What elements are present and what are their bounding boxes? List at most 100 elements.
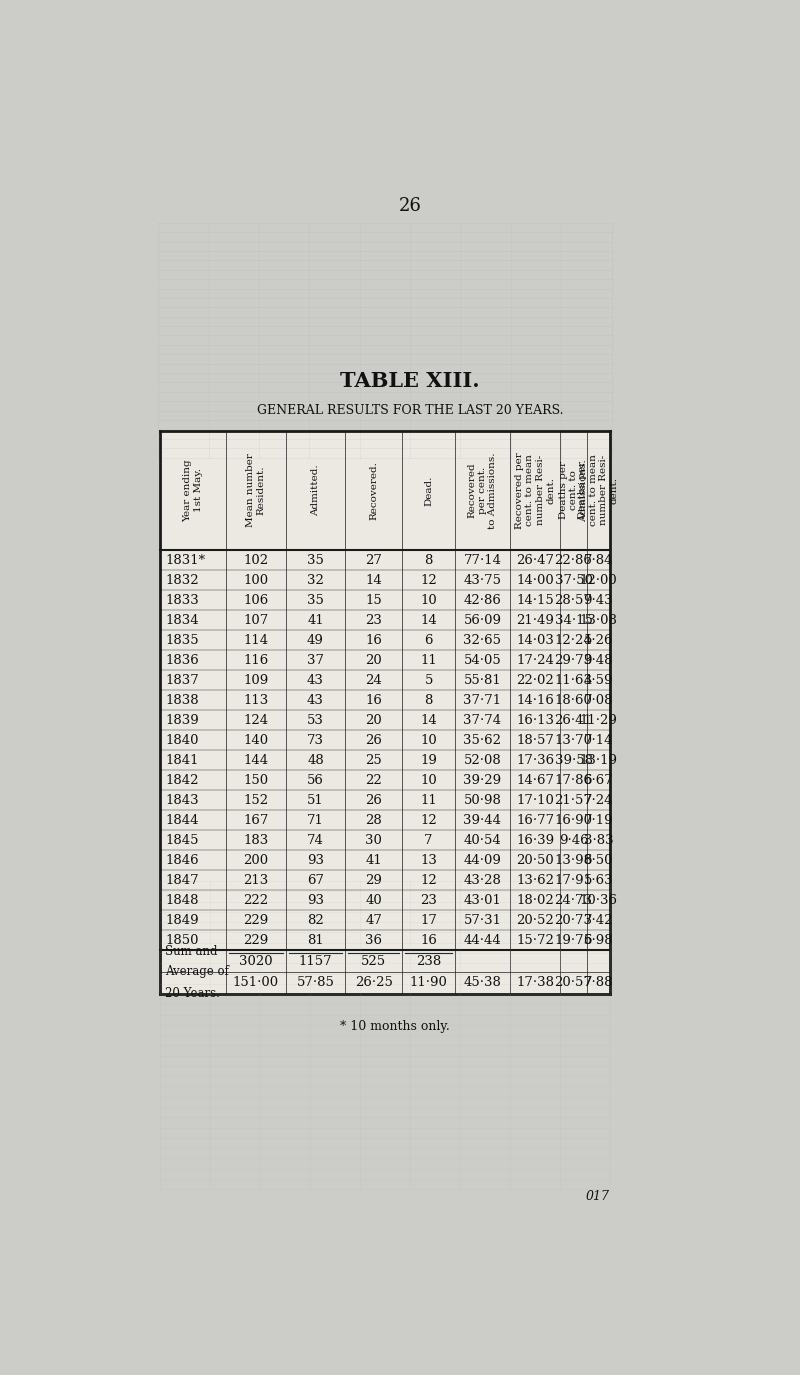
Text: 50·98: 50·98 [463, 793, 502, 807]
Text: 1849: 1849 [165, 914, 198, 927]
Text: 35: 35 [307, 554, 324, 566]
Text: 7·08: 7·08 [583, 693, 613, 707]
Text: 20: 20 [365, 714, 382, 726]
Text: 1841: 1841 [165, 754, 198, 767]
Text: 27: 27 [365, 554, 382, 566]
Text: 150: 150 [243, 774, 268, 786]
Text: 73: 73 [307, 734, 324, 747]
Text: 40·54: 40·54 [463, 833, 502, 847]
Text: 13·19: 13·19 [579, 754, 618, 767]
Text: Admitted.: Admitted. [311, 465, 320, 516]
Text: 1846: 1846 [165, 854, 198, 866]
Text: 22: 22 [365, 774, 382, 786]
Text: 6·98: 6·98 [583, 934, 613, 947]
Text: 1844: 1844 [165, 814, 198, 826]
Text: 39·29: 39·29 [463, 774, 502, 786]
Text: 102: 102 [243, 554, 268, 566]
Text: 24: 24 [365, 674, 382, 686]
Text: 17·86: 17·86 [554, 774, 593, 786]
Text: 25: 25 [365, 754, 382, 767]
Text: 7·42: 7·42 [583, 914, 613, 927]
Text: 12: 12 [420, 874, 437, 887]
Text: 16: 16 [365, 693, 382, 707]
Text: 6·67: 6·67 [583, 774, 614, 786]
Text: 16·39: 16·39 [516, 833, 554, 847]
Text: 114: 114 [243, 634, 268, 646]
Text: 37·71: 37·71 [463, 693, 502, 707]
Text: 16·90: 16·90 [554, 814, 593, 826]
Text: 10: 10 [420, 734, 437, 747]
Text: 6·50: 6·50 [583, 854, 613, 866]
Text: 17: 17 [420, 914, 437, 927]
Text: 81: 81 [307, 934, 324, 947]
Text: 20·57: 20·57 [554, 976, 593, 989]
Text: 57·85: 57·85 [297, 976, 334, 989]
Text: Recovered per
cent. to mean
number Resi-
dent.: Recovered per cent. to mean number Resi-… [515, 452, 555, 529]
Text: 12·24: 12·24 [554, 634, 593, 646]
Text: 43·75: 43·75 [463, 573, 502, 587]
Text: 15: 15 [365, 594, 382, 606]
Text: 7·88: 7·88 [583, 976, 613, 989]
Text: 17·24: 17·24 [516, 653, 554, 667]
Text: 42·86: 42·86 [463, 594, 502, 606]
Text: 017: 017 [586, 1189, 610, 1203]
Text: 71: 71 [307, 814, 324, 826]
Text: 43·01: 43·01 [463, 894, 502, 908]
Text: Year ending
1st May.: Year ending 1st May. [183, 459, 202, 521]
Text: 12: 12 [420, 814, 437, 826]
Text: 14·03: 14·03 [516, 634, 554, 646]
Text: 525: 525 [361, 954, 386, 968]
Text: 34·15: 34·15 [554, 613, 593, 627]
Text: 9·43: 9·43 [583, 594, 613, 606]
Text: 1837: 1837 [165, 674, 199, 686]
Text: 44·44: 44·44 [463, 934, 502, 947]
Text: 40: 40 [365, 894, 382, 908]
Text: 10: 10 [420, 594, 437, 606]
Text: 1157: 1157 [298, 954, 332, 968]
Text: 18·57: 18·57 [516, 734, 554, 747]
Text: 200: 200 [243, 854, 268, 866]
Text: 13: 13 [420, 854, 437, 866]
Text: 151·00: 151·00 [233, 976, 279, 989]
Text: 67: 67 [307, 874, 324, 887]
Text: 35: 35 [307, 594, 324, 606]
Text: 23: 23 [420, 894, 437, 908]
Text: 5·63: 5·63 [583, 874, 613, 887]
Text: 1850: 1850 [165, 934, 198, 947]
Text: 30: 30 [365, 833, 382, 847]
Text: 37·74: 37·74 [463, 714, 502, 726]
Text: 14·67: 14·67 [516, 774, 554, 786]
Text: 4·59: 4·59 [583, 674, 613, 686]
Text: 20·73: 20·73 [554, 914, 593, 927]
Text: 26·25: 26·25 [354, 976, 393, 989]
Text: 41: 41 [365, 854, 382, 866]
Text: 26·41: 26·41 [554, 714, 593, 726]
Text: 8: 8 [425, 693, 433, 707]
Text: 183: 183 [243, 833, 268, 847]
Text: 20 Years.: 20 Years. [165, 987, 220, 1001]
Text: 20·50: 20·50 [516, 854, 554, 866]
Text: 32·65: 32·65 [463, 634, 502, 646]
Text: 11: 11 [420, 653, 437, 667]
Text: 23: 23 [365, 613, 382, 627]
Text: 14: 14 [365, 573, 382, 587]
Text: 7: 7 [424, 833, 433, 847]
Text: 124: 124 [243, 714, 268, 726]
Text: * 10 months only.: * 10 months only. [340, 1020, 450, 1034]
Text: 1835: 1835 [165, 634, 198, 646]
Text: 238: 238 [416, 954, 442, 968]
Text: 3·83: 3·83 [583, 833, 613, 847]
Text: 47: 47 [365, 914, 382, 927]
Text: 10·36: 10·36 [579, 894, 618, 908]
Text: 22·02: 22·02 [516, 674, 554, 686]
Text: Deaths per
cent. to
Admissions.: Deaths per cent. to Admissions. [558, 459, 589, 521]
Text: 7·24: 7·24 [583, 793, 613, 807]
Text: 32: 32 [307, 573, 324, 587]
Text: 26: 26 [365, 734, 382, 747]
Text: 144: 144 [243, 754, 268, 767]
Text: 100: 100 [243, 573, 268, 587]
Text: 5·26: 5·26 [583, 634, 613, 646]
Text: 19·75: 19·75 [554, 934, 593, 947]
Text: 7·19: 7·19 [583, 814, 613, 826]
Text: 16·77: 16·77 [516, 814, 554, 826]
